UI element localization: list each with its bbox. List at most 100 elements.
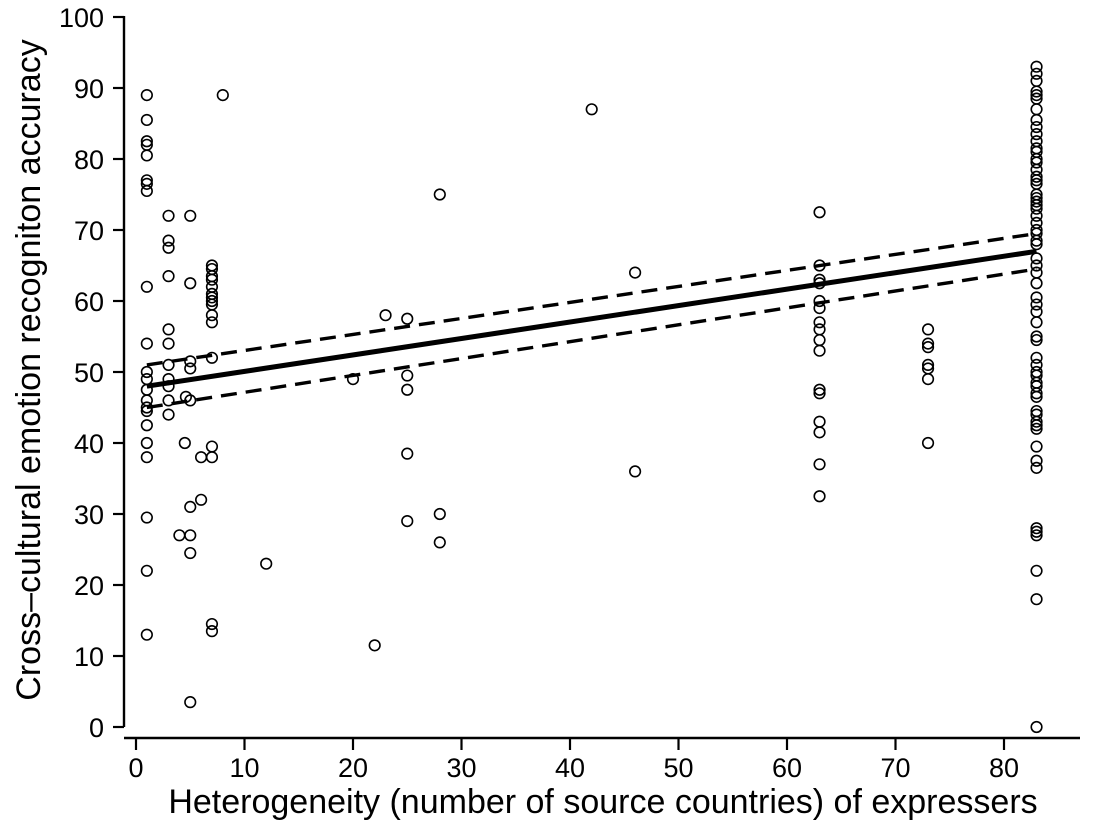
data-point: [140, 373, 153, 386]
data-point: [1030, 209, 1043, 222]
data-point: [184, 546, 197, 560]
data-point: [195, 493, 208, 506]
data-point: [921, 323, 935, 336]
data-point: [140, 280, 153, 293]
x-tick-label: 0: [128, 753, 143, 783]
data-point: [1030, 120, 1043, 134]
data-point: [585, 103, 598, 116]
x-tick-label: 30: [446, 753, 476, 783]
data-point: [1030, 60, 1043, 73]
data-point: [1030, 170, 1043, 183]
data-point: [1030, 259, 1043, 272]
data-point: [140, 401, 153, 414]
data-point: [401, 447, 414, 460]
y-axis-title: Cross–cultural emotion recogniton accura…: [10, 39, 48, 700]
confidence-bound-line: [146, 231, 1037, 367]
data-point: [205, 351, 219, 364]
data-point: [1030, 156, 1043, 169]
y-tick-label: 50: [74, 358, 104, 388]
data-point: [140, 149, 153, 162]
y-axis-ticks: 0 10 20 30 40 50 60 70 80 90 100: [59, 3, 124, 743]
data-point: [162, 241, 175, 254]
data-point: [813, 387, 826, 400]
data-point: [346, 373, 360, 386]
x-tick-label: 20: [338, 753, 368, 783]
data-point: [162, 394, 175, 407]
data-point: [921, 358, 935, 372]
data-point: [368, 639, 381, 652]
data-point: [1030, 195, 1043, 208]
data-point: [401, 369, 414, 382]
data-point: [1030, 390, 1043, 403]
data-point: [401, 514, 414, 528]
data-point: [813, 383, 826, 396]
data-point: [1030, 277, 1043, 290]
data-point: [184, 355, 197, 368]
regression-line: [146, 248, 1037, 389]
y-tick-label: 90: [74, 74, 104, 104]
data-point: [813, 323, 826, 336]
data-point: [140, 404, 153, 418]
data-point: [205, 273, 219, 286]
y-tick-label: 80: [74, 145, 104, 175]
data-point: [921, 337, 935, 350]
data-point: [184, 362, 197, 375]
data-point: [1030, 67, 1043, 80]
x-tick-label: 60: [772, 753, 802, 783]
data-point: [1030, 333, 1043, 347]
data-points: [140, 60, 1043, 734]
data-point: [1030, 238, 1043, 251]
data-point: [140, 628, 153, 641]
data-point: [1030, 593, 1043, 606]
data-point: [184, 209, 197, 222]
y-tick-label: 40: [74, 429, 104, 459]
data-point: [1030, 525, 1043, 538]
data-point: [205, 309, 219, 322]
data-point: [813, 259, 826, 272]
data-point: [1030, 113, 1043, 127]
data-point: [1030, 174, 1043, 187]
data-point: [162, 323, 175, 336]
data-point: [813, 277, 826, 290]
data-point: [205, 617, 219, 631]
data-point: [184, 696, 197, 709]
data-point: [1030, 85, 1043, 98]
data-point: [205, 625, 219, 638]
data-point: [162, 337, 175, 350]
data-point: [1030, 305, 1043, 318]
y-tick-label: 20: [74, 571, 104, 601]
data-point: [813, 333, 826, 347]
data-point: [184, 277, 197, 290]
data-point: [1030, 720, 1043, 734]
data-point: [173, 529, 186, 542]
data-point: [1030, 316, 1043, 329]
data-point: [813, 415, 826, 428]
data-point: [140, 564, 153, 577]
x-axis-ticks: 0 10 20 30 40 50 60 70 80: [128, 738, 1019, 783]
y-tick-label: 10: [74, 642, 104, 672]
fit-lines: [146, 231, 1037, 410]
data-point: [628, 465, 642, 478]
data-point: [162, 380, 175, 393]
data-point: [140, 184, 153, 198]
data-point: [813, 302, 826, 315]
data-point: [433, 188, 446, 201]
data-point: [1030, 74, 1043, 87]
data-point: [1030, 330, 1043, 343]
data-point: [205, 316, 219, 329]
data-point: [813, 458, 826, 471]
data-point: [1030, 440, 1043, 453]
data-point: [813, 344, 826, 357]
data-point: [140, 419, 153, 432]
data-point: [433, 536, 446, 549]
data-point: [1030, 529, 1043, 542]
data-point: [1030, 298, 1043, 311]
data-point: [140, 88, 153, 102]
y-tick-label: 60: [74, 287, 104, 317]
data-point: [162, 209, 175, 222]
data-point: [205, 291, 219, 304]
data-point: [260, 557, 273, 570]
x-tick-label: 80: [989, 753, 1019, 783]
data-point: [140, 177, 153, 190]
